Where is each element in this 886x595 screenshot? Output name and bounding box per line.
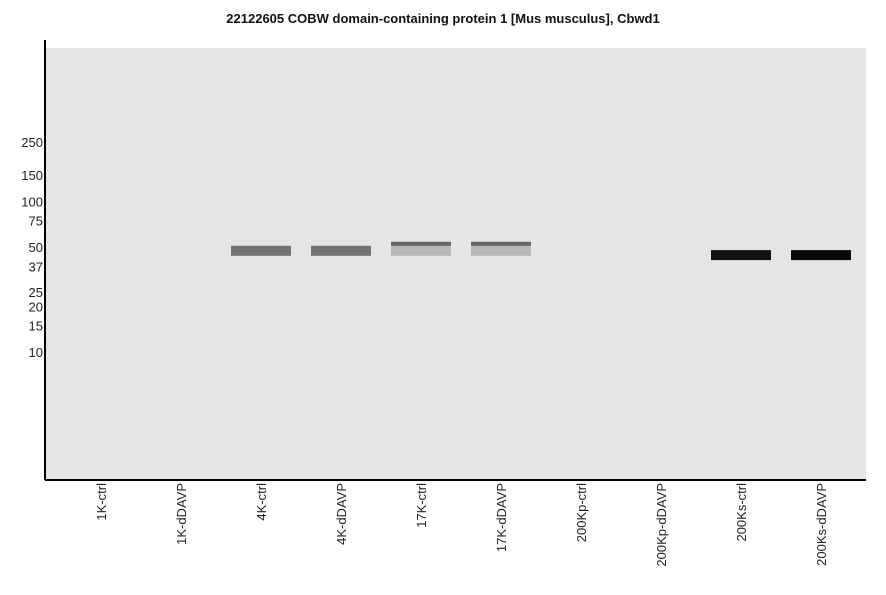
lane-label: 200Ks-dDAVP — [814, 483, 829, 566]
lane-label: 1K-dDAVP — [174, 483, 189, 545]
y-tick-label: 50 — [29, 240, 43, 255]
y-tick-label: 15 — [29, 318, 43, 333]
lane-labels: 1K-ctrl 1K-dDAVP 4K-ctrl 4K-dDAVP 17K-ctrl 17… — [94, 483, 829, 567]
lane-label: 17K-ctrl — [414, 483, 429, 528]
y-tick-label: 37 — [29, 259, 43, 274]
lane-label: 4K-ctrl — [254, 483, 269, 521]
lane-label: 200Kp-dDAVP — [654, 483, 669, 567]
band — [311, 245, 371, 256]
y-tick-label: 25 — [29, 285, 43, 300]
lane-label: 1K-ctrl — [94, 483, 109, 521]
lane-label: 4K-dDAVP — [334, 483, 349, 545]
plot-background — [45, 48, 866, 480]
band — [391, 245, 451, 256]
band — [711, 250, 771, 261]
lane-label: 200Ks-ctrl — [734, 483, 749, 542]
y-tick-label: 150 — [21, 168, 43, 183]
bands — [231, 241, 851, 261]
chart-title: 22122605 COBW domain-containing protein … — [226, 11, 660, 26]
y-tick-label: 20 — [29, 300, 43, 315]
y-tick-label: 100 — [21, 195, 43, 210]
band — [471, 245, 531, 256]
band — [791, 250, 851, 261]
y-tick-label: 10 — [29, 345, 43, 360]
lane-label: 17K-dDAVP — [494, 483, 509, 552]
y-tick-label: 75 — [29, 213, 43, 228]
y-tick-label: 250 — [21, 135, 43, 150]
band — [231, 245, 291, 256]
lane-label: 200Kp-ctrl — [574, 483, 589, 542]
